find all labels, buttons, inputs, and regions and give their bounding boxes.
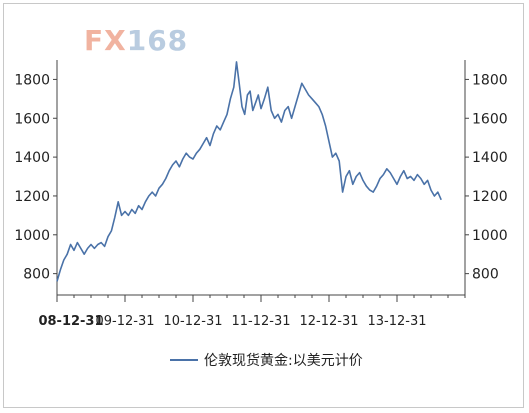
y-tick-label-right: 1000 (472, 228, 508, 244)
legend-swatch (170, 359, 198, 361)
x-tick-label: 09-12-31 (95, 314, 154, 329)
chart-plot (56, 61, 442, 282)
x-tick-label: 11-12-31 (231, 314, 290, 329)
x-tick-label: 13-12-31 (367, 314, 426, 329)
y-tick-label-left: 800 (23, 267, 50, 283)
series-line-gold-price (56, 61, 442, 282)
y-tick-label-left: 1200 (14, 189, 50, 205)
y-tick-label-left: 1600 (14, 111, 50, 127)
y-tick-label-left: 1400 (14, 150, 50, 166)
chart-ticks: 800 800 1000 1000 1200 1200 1400 1400 1600 1600 18… (14, 72, 507, 329)
logo-suffix: 168 (126, 24, 189, 57)
y-tick-label-right: 1200 (472, 189, 508, 205)
legend-series-label: 伦敦现货黄金:以美元计价 (204, 353, 363, 369)
y-tick-label-right: 1800 (472, 72, 508, 88)
logo-prefix: FX (84, 24, 127, 57)
chart-frame (3, 3, 524, 408)
y-tick-label-left: 1000 (14, 228, 50, 244)
x-tick-label: 08-12-31 (38, 314, 103, 329)
chart-axes (56, 60, 466, 296)
x-tick-label: 10-12-31 (163, 314, 222, 329)
fx168-logo: FX168 (84, 24, 188, 57)
y-tick-label-right: 1400 (472, 150, 508, 166)
y-tick-label-right: 1600 (472, 111, 508, 127)
x-tick-label: 12-12-31 (299, 314, 358, 329)
chart-legend: 伦敦现货黄金:以美元计价 (170, 350, 363, 370)
y-tick-label-left: 1800 (14, 72, 50, 88)
y-tick-label-right: 800 (472, 267, 499, 283)
